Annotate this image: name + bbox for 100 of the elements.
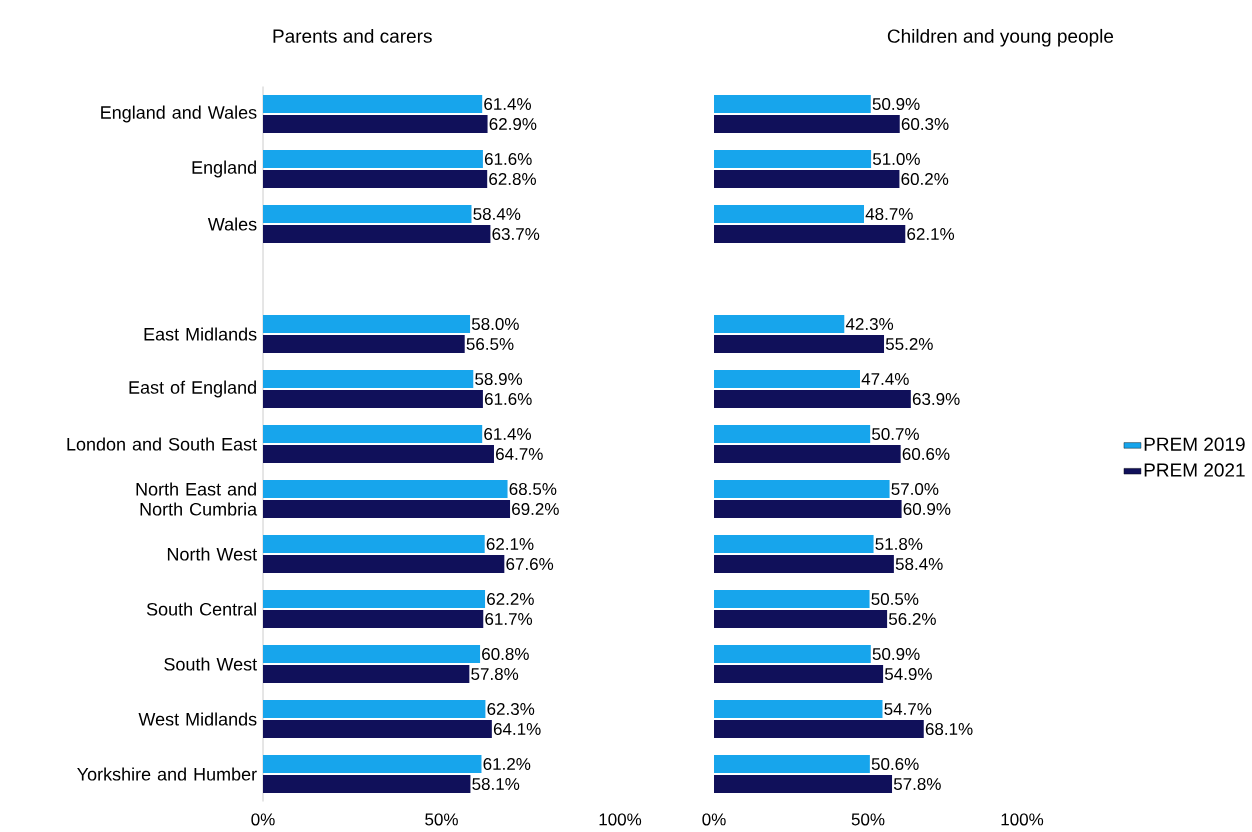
data-label: 57.0% bbox=[891, 482, 939, 496]
bar bbox=[714, 115, 900, 134]
bar bbox=[263, 755, 482, 774]
bar bbox=[263, 590, 486, 609]
data-label: 54.7% bbox=[884, 703, 932, 716]
data-label: 56.5% bbox=[466, 337, 514, 351]
data-label: 47.4% bbox=[861, 373, 909, 385]
data-label: 50.9% bbox=[872, 647, 920, 661]
data-label: 57.8% bbox=[471, 668, 519, 681]
data-label: 63.7% bbox=[492, 227, 540, 241]
bar bbox=[263, 425, 483, 444]
data-label: 61.4% bbox=[484, 427, 531, 441]
data-label: 58.4% bbox=[895, 557, 943, 571]
bar bbox=[714, 205, 865, 224]
data-label: 67.6% bbox=[506, 557, 554, 571]
data-label: 61.2% bbox=[483, 758, 531, 771]
y-tick-label: South West bbox=[164, 657, 258, 671]
bar bbox=[263, 445, 494, 464]
bar bbox=[714, 500, 902, 519]
x-tick-label: 100% bbox=[1001, 813, 1044, 826]
bar bbox=[263, 335, 465, 354]
bar bbox=[714, 150, 872, 169]
data-label: 61.4% bbox=[484, 97, 531, 111]
legend-label: PREM 2019 bbox=[1144, 437, 1245, 451]
bar bbox=[263, 480, 508, 499]
bar bbox=[714, 390, 911, 409]
data-label: 61.6% bbox=[484, 152, 532, 166]
data-label: 60.6% bbox=[902, 447, 950, 461]
bar bbox=[714, 665, 884, 684]
data-label: 68.5% bbox=[509, 482, 557, 496]
y-tick-label: Yorkshire and Humber bbox=[77, 767, 257, 781]
chart-title: Parents and carers bbox=[273, 28, 432, 43]
y-tick-label: England and Wales bbox=[101, 105, 257, 123]
bar bbox=[714, 480, 890, 499]
data-label: 51.0% bbox=[872, 152, 920, 166]
data-label: 61.6% bbox=[484, 392, 532, 406]
x-tick-label: 0% bbox=[702, 813, 726, 826]
data-label: 60.2% bbox=[901, 172, 949, 186]
data-label: 48.7% bbox=[865, 207, 913, 221]
bar bbox=[263, 665, 470, 684]
data-label: 62.1% bbox=[486, 537, 534, 551]
y-tick-label: North West bbox=[167, 547, 258, 561]
bar bbox=[714, 370, 860, 389]
data-label: 64.7% bbox=[496, 447, 543, 461]
y-tick-label: East Midlands bbox=[144, 327, 257, 341]
bar bbox=[714, 775, 893, 794]
bar bbox=[714, 425, 871, 444]
bar bbox=[714, 315, 845, 334]
data-label: 62.2% bbox=[487, 592, 534, 606]
bar bbox=[263, 150, 483, 169]
bar bbox=[263, 225, 491, 244]
bar bbox=[263, 720, 492, 739]
data-label: 50.9% bbox=[872, 97, 920, 111]
data-label: 58.4% bbox=[473, 207, 521, 221]
data-label: 57.8% bbox=[893, 778, 941, 791]
data-label: 58.1% bbox=[472, 778, 520, 791]
bar bbox=[263, 315, 471, 334]
data-label: 58.9% bbox=[475, 372, 523, 386]
y-tick-label: North East and North Cumbria bbox=[136, 482, 258, 516]
data-label: 55.2% bbox=[885, 337, 933, 351]
bar bbox=[263, 555, 505, 574]
bar bbox=[714, 95, 871, 114]
data-label: 62.9% bbox=[489, 117, 537, 131]
bar bbox=[263, 115, 488, 134]
bar bbox=[714, 590, 870, 609]
data-label: 50.7% bbox=[872, 427, 919, 441]
y-tick-label: East of England bbox=[129, 380, 256, 398]
x-tick-label: 100% bbox=[599, 813, 642, 826]
data-label: 62.3% bbox=[487, 703, 535, 716]
y-tick-label: South Central bbox=[146, 602, 256, 616]
bar bbox=[714, 755, 870, 774]
bar bbox=[263, 370, 474, 389]
x-tick-label: 0% bbox=[251, 813, 275, 826]
bar bbox=[263, 610, 484, 629]
data-label: 60.3% bbox=[901, 117, 949, 131]
bar bbox=[263, 700, 486, 719]
bar bbox=[263, 95, 483, 114]
data-label: 62.1% bbox=[907, 227, 955, 241]
data-label: 42.3% bbox=[845, 317, 894, 331]
y-tick-label: West Midlands bbox=[138, 712, 257, 726]
data-label: 54.9% bbox=[884, 668, 932, 681]
bar bbox=[263, 500, 511, 519]
bar bbox=[263, 775, 471, 794]
data-label: 60.9% bbox=[903, 502, 951, 516]
data-label: 61.7% bbox=[485, 612, 533, 626]
y-tick-label: England bbox=[192, 160, 256, 178]
bar bbox=[714, 720, 924, 739]
x-tick-label: 50% bbox=[425, 813, 458, 826]
bar bbox=[714, 555, 894, 574]
x-tick-label: 50% bbox=[851, 813, 885, 826]
bar bbox=[263, 205, 472, 224]
data-label: 56.2% bbox=[888, 612, 936, 626]
bar bbox=[714, 645, 871, 664]
data-label: 62.8% bbox=[489, 172, 536, 186]
y-tick-label: London and South East bbox=[67, 437, 257, 451]
bar bbox=[714, 445, 901, 464]
data-label: 50.6% bbox=[871, 758, 919, 771]
bar bbox=[263, 390, 483, 409]
bar bbox=[714, 700, 883, 719]
bar bbox=[714, 225, 906, 244]
